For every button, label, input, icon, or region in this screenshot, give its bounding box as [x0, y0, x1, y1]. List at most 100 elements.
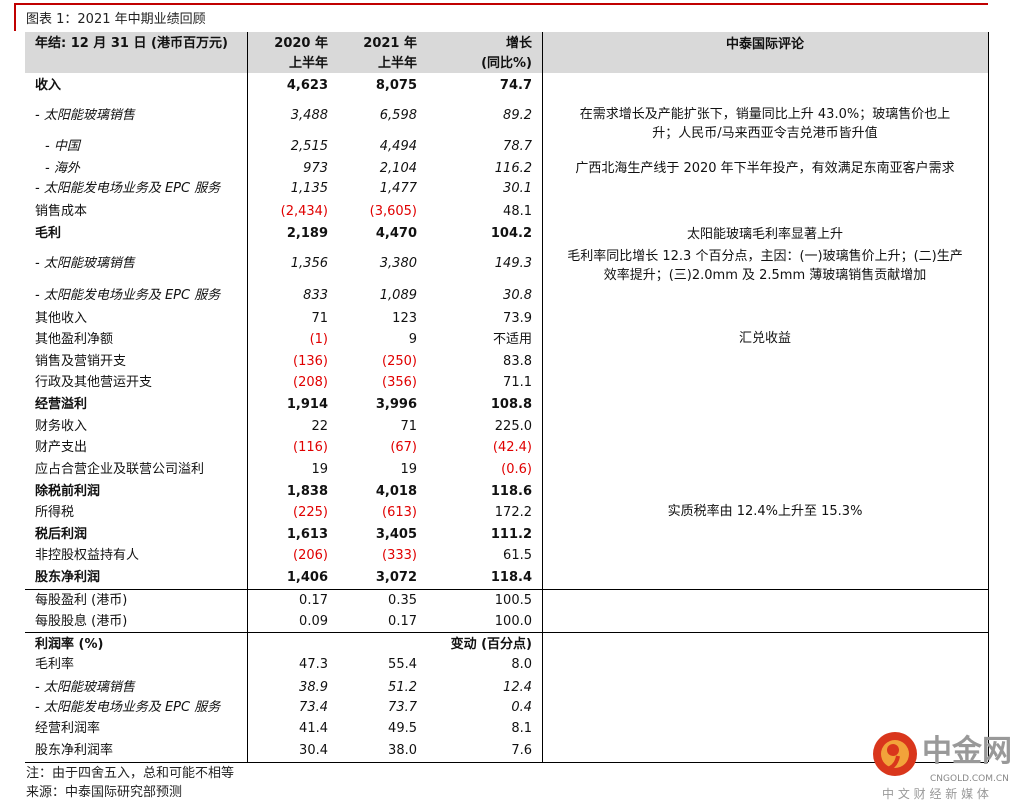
row-value-3: 100.5 [494, 593, 532, 608]
row-value-3: 变动 (百分点) [450, 637, 532, 652]
row-value-1: 71 [311, 311, 328, 326]
row-label: - 太阳能发电场业务及 EPC 服务 [35, 181, 221, 196]
row-value-3: 100.0 [494, 614, 532, 629]
row-value-1: 0.17 [299, 593, 328, 608]
row-value-3: 78.7 [503, 139, 532, 154]
row-label: 销售及营销开支 [35, 354, 127, 369]
row-value-1: 41.4 [299, 721, 328, 736]
row-value-1: 3,488 [290, 108, 328, 123]
row-value-2: 49.5 [388, 721, 417, 736]
cngold-logo: 中金网 CNGOLD.COM.CN 中 文 财 经 新 媒 体 [870, 730, 1020, 802]
row-value-1: (1) [309, 332, 328, 347]
row-value-2: 3,072 [375, 570, 417, 585]
row-value-3: 12.4 [503, 680, 532, 695]
row-label: 每股股息 (港币) [35, 614, 128, 629]
divider-after-net-profit [25, 589, 988, 590]
row-label: - 海外 [45, 161, 80, 176]
row-value-3: 83.8 [503, 354, 532, 369]
table-right-border [988, 32, 989, 762]
row-value-3: 8.1 [511, 721, 532, 736]
row-value-2: (67) [390, 440, 417, 455]
row-value-2: 3,996 [375, 397, 417, 412]
row-value-1: 1,406 [286, 570, 328, 585]
row-value-2: 0.17 [388, 614, 417, 629]
row-value-1: 1,914 [286, 397, 328, 412]
row-value-1: 73.4 [299, 700, 328, 715]
row-value-3: 108.8 [490, 397, 532, 412]
row-value-3: 149.3 [494, 256, 532, 271]
row-value-3: 74.7 [499, 78, 532, 93]
row-value-3: 118.6 [490, 484, 532, 499]
row-value-2: 38.0 [388, 743, 417, 758]
svg-text:中金网: 中金网 [922, 734, 1012, 769]
row-value-2: 71 [400, 419, 417, 434]
row-label: 股东净利润率 [35, 743, 114, 758]
row-value-3: 89.2 [503, 108, 532, 123]
row-value-3: 118.4 [490, 570, 532, 585]
row-label: 收入 [35, 78, 62, 93]
row-label: 除税前利润 [35, 484, 101, 499]
figure-title: 图表 1：2021 年中期业绩回顾 [26, 12, 206, 27]
row-label: 非控股权益持有人 [35, 548, 140, 563]
row-value-1: 1,135 [290, 181, 328, 196]
row-label: - 中国 [45, 139, 80, 154]
header-label: 年结: 12 月 31 日 (港币百万元) [35, 36, 228, 51]
header-col3-line1: 增长 [505, 36, 532, 51]
row-label: 应占合营企业及联营公司溢利 [35, 462, 205, 477]
row-value-1: 1,356 [290, 256, 328, 271]
row-label: 财务收入 [35, 419, 88, 434]
row-value-2: 1,089 [379, 288, 417, 303]
row-label: 经营溢利 [35, 397, 88, 412]
header-col1-line2: 上半年 [288, 56, 328, 71]
row-value-3: 73.9 [503, 311, 532, 326]
comment-text: 效率提升；(三)2.0mm 及 2.5mm 薄玻璃销售贡献增加 [603, 268, 927, 283]
logo-swirl-icon: 中金网 CNGOLD.COM.CN 中 文 财 经 新 媒 体 [873, 732, 1012, 801]
row-label: 毛利率 [35, 657, 75, 672]
row-value-2: 3,405 [375, 527, 417, 542]
row-value-1: 22 [311, 419, 328, 434]
row-value-3: (42.4) [492, 440, 532, 455]
row-value-1: 0.09 [299, 614, 328, 629]
svg-text:中 文 财 经 新 媒 体: 中 文 财 经 新 媒 体 [882, 786, 989, 801]
row-value-1: 19 [311, 462, 328, 477]
row-value-1: 2,189 [286, 226, 328, 241]
row-value-1: (208) [293, 375, 328, 390]
row-value-3: 30.1 [503, 181, 532, 196]
row-value-1: 1,613 [286, 527, 328, 542]
row-value-2: 4,470 [375, 226, 417, 241]
row-value-1: 38.9 [299, 680, 328, 695]
row-label: 经营利润率 [35, 721, 101, 736]
row-label: 其他收入 [35, 311, 88, 326]
row-value-3: (0.6) [501, 462, 532, 477]
note-rounding: 注：由于四舍五入，总和可能不相等 [26, 766, 235, 781]
title-border-top [14, 3, 988, 5]
row-label: 毛利 [35, 226, 62, 241]
row-value-1: (136) [293, 354, 328, 369]
row-value-3: 116.2 [494, 161, 532, 176]
row-value-1: (116) [293, 440, 328, 455]
row-value-1: (206) [293, 548, 328, 563]
column-divider-label [247, 32, 248, 762]
comment-text: 太阳能玻璃毛利率显著上升 [686, 227, 843, 242]
row-value-2: 6,598 [379, 108, 417, 123]
row-value-2: (250) [382, 354, 417, 369]
row-label: - 太阳能玻璃销售 [35, 108, 135, 123]
row-value-3: 111.2 [490, 527, 532, 542]
row-value-1: 47.3 [299, 657, 328, 672]
row-value-1: (225) [293, 505, 328, 520]
row-value-2: 123 [392, 311, 417, 326]
row-value-3: 71.1 [503, 375, 532, 390]
row-value-3: 0.4 [511, 700, 532, 715]
row-label: 财产支出 [35, 440, 88, 455]
comment-text: 广西北海生产线于 2020 年下半年投产，有效满足东南亚客户需求 [575, 161, 955, 176]
row-value-3: 8.0 [511, 657, 532, 672]
row-label: 股东净利润 [35, 570, 101, 585]
header-col2-line1: 2021 年 [363, 36, 417, 51]
header-col2-line2: 上半年 [377, 56, 417, 71]
header-comment: 中泰国际评论 [725, 37, 804, 52]
row-label: 所得税 [35, 505, 75, 520]
row-value-2: 9 [408, 332, 417, 347]
row-value-2: 8,075 [375, 78, 417, 93]
row-value-1: 2,515 [290, 139, 328, 154]
row-value-3: 61.5 [503, 548, 532, 563]
